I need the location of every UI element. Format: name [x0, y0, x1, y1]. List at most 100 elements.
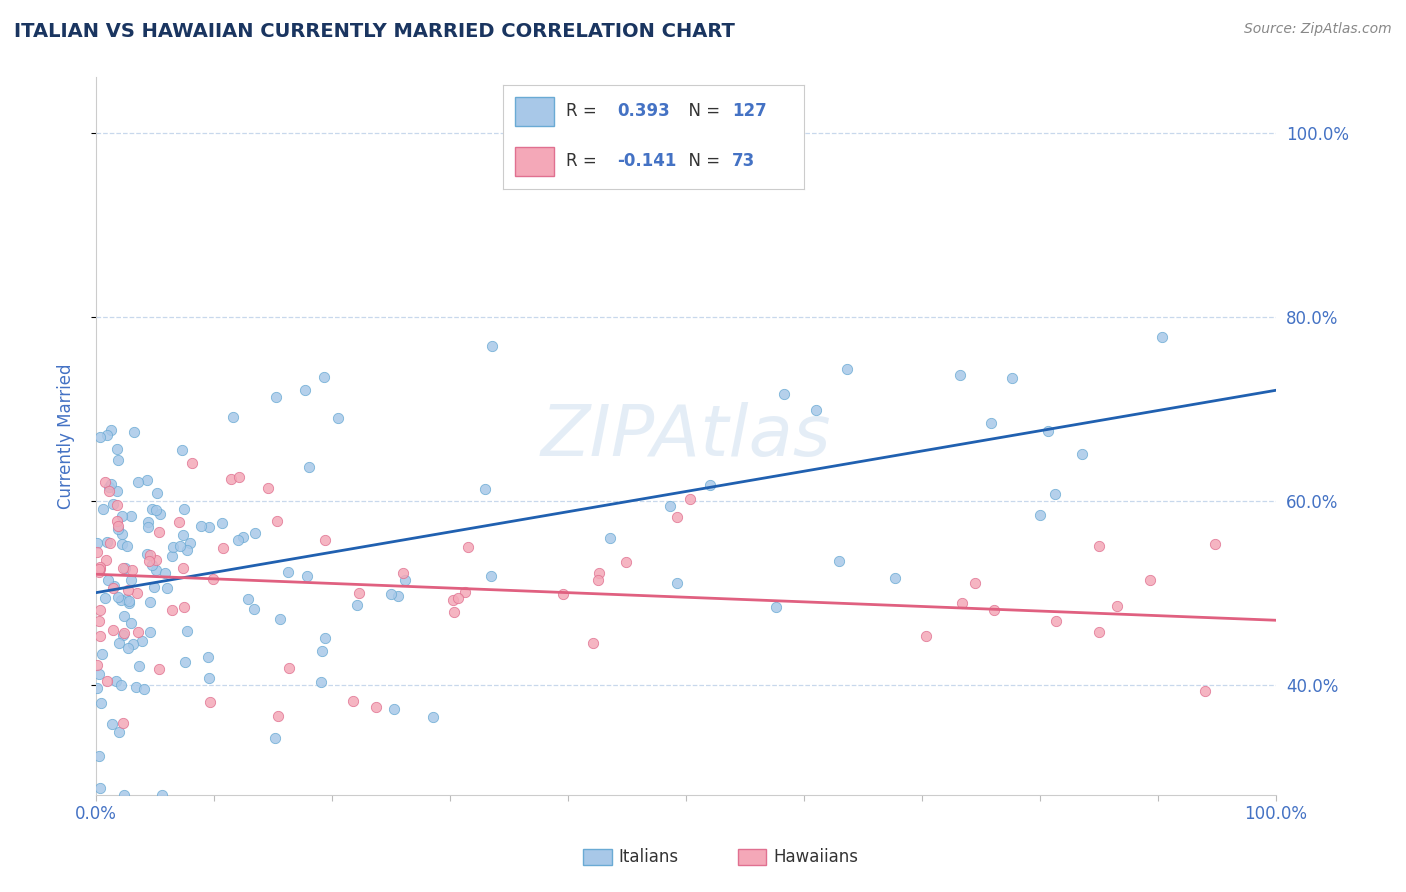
Point	[111, 537, 134, 551]
Point	[314, 370, 336, 384]
Point	[665, 576, 688, 591]
Point	[125, 681, 148, 695]
Point	[1045, 614, 1067, 628]
Point	[148, 662, 170, 676]
Point	[89, 562, 111, 576]
Point	[86, 657, 108, 672]
Point	[679, 492, 702, 507]
Point	[94, 553, 117, 567]
Point	[212, 541, 235, 556]
Point	[447, 591, 470, 606]
Point	[422, 710, 444, 724]
Point	[107, 591, 129, 605]
Point	[101, 624, 124, 638]
Point	[380, 587, 402, 601]
Point	[145, 486, 167, 500]
Point	[238, 591, 260, 606]
Point	[87, 667, 110, 681]
Point	[835, 362, 858, 376]
Point	[1071, 447, 1094, 461]
Point	[257, 481, 280, 495]
Point	[94, 475, 117, 489]
Point	[107, 452, 129, 467]
Point	[266, 514, 288, 528]
Point	[136, 515, 159, 529]
Point	[1088, 539, 1111, 553]
Point	[101, 581, 124, 595]
Point	[588, 566, 610, 581]
Point	[1000, 371, 1022, 385]
Point	[277, 565, 299, 579]
Point	[172, 561, 194, 575]
Point	[441, 593, 464, 607]
Point	[172, 527, 194, 541]
Point	[1152, 330, 1174, 344]
Point	[269, 612, 291, 626]
Point	[190, 518, 212, 533]
Point	[179, 536, 201, 550]
Point	[105, 442, 128, 457]
Point	[100, 423, 122, 437]
Point	[176, 543, 198, 558]
Point	[160, 549, 183, 563]
Point	[479, 569, 502, 583]
Point	[104, 673, 127, 688]
Bar	[583, 849, 612, 865]
Point	[298, 459, 321, 474]
Point	[103, 498, 125, 512]
Point	[98, 536, 121, 550]
Point	[278, 661, 301, 675]
Point	[114, 591, 136, 606]
Point	[96, 535, 118, 549]
Point	[1043, 487, 1066, 501]
Point	[551, 587, 574, 601]
Point	[96, 673, 118, 688]
Text: Italians: Italians	[619, 848, 679, 866]
Point	[112, 561, 135, 575]
Point	[111, 527, 134, 541]
Point	[392, 566, 415, 580]
Point	[963, 575, 986, 590]
Point	[112, 626, 135, 640]
Point	[169, 539, 191, 553]
Point	[141, 501, 163, 516]
Point	[983, 602, 1005, 616]
Point	[101, 717, 124, 731]
Point	[443, 605, 465, 619]
Point	[128, 659, 150, 673]
Point	[105, 514, 128, 528]
Point	[162, 540, 184, 554]
Point	[1038, 424, 1060, 438]
Point	[148, 524, 170, 539]
Point	[699, 477, 721, 491]
Point	[914, 629, 936, 643]
Point	[136, 520, 159, 534]
Point	[87, 565, 110, 579]
Point	[105, 498, 128, 512]
Point	[1194, 684, 1216, 698]
Point	[765, 599, 787, 614]
Point	[87, 614, 110, 628]
Point	[773, 387, 796, 401]
Point	[474, 482, 496, 496]
Point	[149, 507, 172, 521]
Point	[219, 472, 242, 486]
Point	[1029, 508, 1052, 523]
Point	[804, 403, 827, 417]
Point	[980, 416, 1002, 430]
Point	[200, 695, 222, 709]
Text: Hawaiians: Hawaiians	[773, 848, 858, 866]
Point	[112, 608, 135, 623]
Point	[267, 709, 290, 723]
Point	[112, 628, 135, 642]
Point	[658, 499, 681, 513]
Point	[131, 633, 153, 648]
Point	[111, 716, 134, 731]
Point	[328, 411, 350, 425]
Point	[86, 544, 108, 558]
Point	[90, 647, 112, 661]
Point	[616, 555, 638, 569]
Point	[117, 583, 139, 598]
Point	[162, 602, 184, 616]
Point	[89, 602, 111, 616]
